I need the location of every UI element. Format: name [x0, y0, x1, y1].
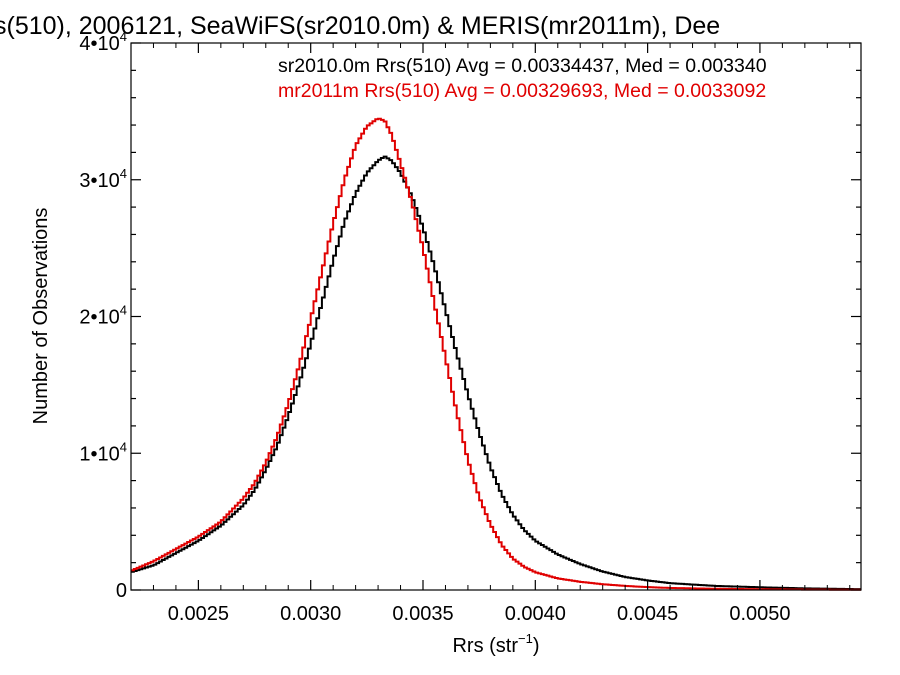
x-tick-label: 0.0040 [505, 603, 566, 625]
y-tick-label: 4•104 [79, 29, 127, 55]
y-tick-label: 0 [116, 580, 127, 602]
x-tick-label: 0.0025 [168, 603, 229, 625]
x-tick-label: 0.0030 [280, 603, 341, 625]
x-axis-label: Rrs (str−1) [452, 631, 539, 657]
y-tick-labels: 0 1•104 2•104 3•104 4•104 [79, 29, 127, 602]
series-layer [131, 117, 861, 591]
y-tick-label: 3•104 [79, 166, 127, 192]
chart-title: s(510), 2006121, SeaWiFS(sr2010.0m) & ME… [0, 12, 720, 40]
x-tick-labels: 0.0025 0.0030 0.0035 0.0040 0.0045 0.0050 [168, 603, 791, 625]
series-line-1 [131, 117, 861, 591]
annotation-sr2010: sr2010.0m Rrs(510) Avg = 0.00334437, Med… [278, 55, 767, 77]
annotation-mr2011: mr2011m Rrs(510) Avg = 0.00329693, Med =… [278, 80, 766, 102]
series-line-0 [131, 155, 861, 591]
x-tick-label: 0.0045 [617, 603, 678, 625]
y-tick-label: 1•104 [79, 439, 127, 465]
x-tick-label: 0.0050 [729, 603, 790, 625]
y-tick-label: 2•104 [79, 303, 127, 329]
axis-ticks [130, 42, 861, 591]
y-axis-label: Number of Observations [30, 208, 52, 425]
x-tick-label: 0.0035 [392, 603, 453, 625]
